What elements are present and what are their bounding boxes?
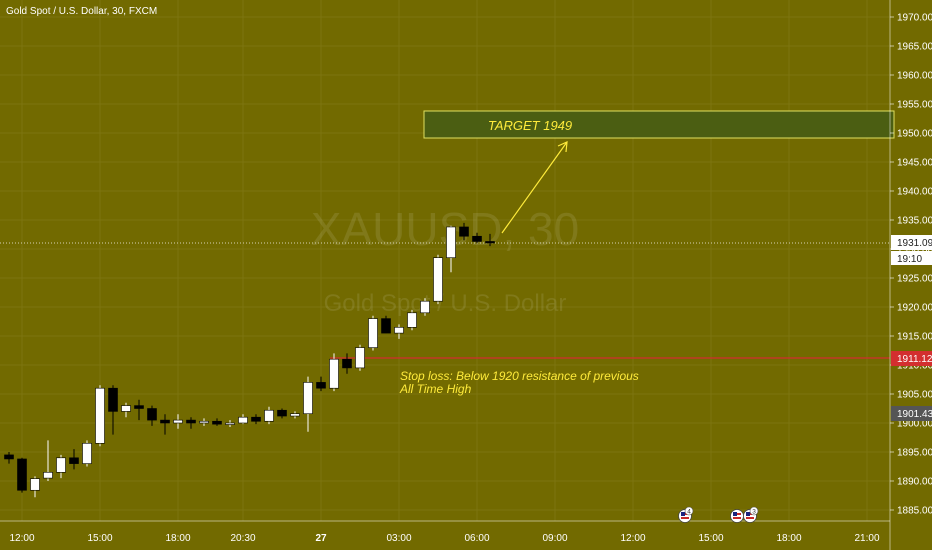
- low-price-tag: 1901.43: [891, 406, 932, 421]
- time-tick-label: 12:00: [620, 533, 645, 544]
- time-axis[interactable]: 12:00 15:00 18:00 20:30 27 03:00 06:00 09:00 12:…: [9, 533, 879, 544]
- price-tick-label: 1960.00: [897, 71, 932, 82]
- candle: [472, 232, 482, 244]
- price-tick-label: 1905.00: [897, 390, 932, 401]
- candle: [303, 376, 313, 432]
- candle: [316, 376, 326, 392]
- time-tick-label: 09:00: [542, 533, 567, 544]
- grid-lines: [0, 0, 890, 521]
- price-tick-label: 1895.00: [897, 448, 932, 459]
- candle: [238, 414, 248, 425]
- candle: [186, 417, 196, 429]
- candle: [277, 408, 287, 419]
- time-tick-label: 18:00: [776, 533, 801, 544]
- candle: [134, 399, 144, 421]
- candle: [225, 420, 235, 428]
- candle: [355, 344, 365, 371]
- time-tick-label: 12:00: [9, 533, 34, 544]
- target-zone[interactable]: [423, 110, 895, 139]
- svg-text:19:10: 19:10: [897, 254, 922, 265]
- price-tick-label: 1950.00: [897, 129, 932, 140]
- price-tick-label: 1900.00: [897, 419, 932, 430]
- target-arrow[interactable]: [501, 141, 568, 234]
- candle: [43, 440, 53, 481]
- candle: [108, 385, 118, 435]
- price-tick-label: 1925.00: [897, 274, 932, 285]
- price-tick-label: 1940.00: [897, 187, 932, 198]
- candle: [56, 454, 66, 479]
- us-flag-icon[interactable]: [730, 509, 744, 523]
- event-count-badge: 3: [749, 506, 759, 516]
- price-tick-label: 1915.00: [897, 332, 932, 343]
- candle: [251, 414, 261, 425]
- svg-text:1911.12: 1911.12: [897, 354, 932, 365]
- target-label: TARGET 1949: [488, 118, 572, 133]
- candle: [82, 440, 92, 467]
- candle: [459, 222, 469, 241]
- candle: [160, 414, 170, 435]
- time-tick-label: 20:30: [230, 533, 255, 544]
- last-price-tag: 1931.09: [891, 235, 932, 250]
- time-tick-label: 27: [315, 533, 327, 544]
- time-tick-label: 06:00: [464, 533, 489, 544]
- candle: [446, 225, 456, 273]
- event-count-badge: 4: [684, 506, 694, 516]
- candle: [394, 324, 404, 339]
- candle: [30, 476, 40, 498]
- candle: [381, 315, 391, 334]
- stop-price-tag: 1911.12: [891, 351, 932, 366]
- candle: [290, 411, 300, 419]
- time-tick-label: 03:00: [386, 533, 411, 544]
- watermark-name: Gold Spot / U.S. Dollar: [324, 290, 567, 317]
- time-tick-label: 15:00: [698, 533, 723, 544]
- candle: [121, 402, 131, 418]
- svg-text:3: 3: [752, 509, 756, 516]
- candle: [433, 254, 443, 305]
- price-tick-label: 1970.00: [897, 13, 932, 24]
- time-tick-label: 18:00: [165, 533, 190, 544]
- candle: [212, 418, 222, 426]
- price-tick-label: 1885.00: [897, 506, 932, 517]
- candle: [4, 452, 14, 464]
- time-tick-label: 21:00: [854, 533, 879, 544]
- symbol-title: Gold Spot / U.S. Dollar, 30, FXCM: [6, 6, 157, 17]
- candle: [69, 449, 79, 470]
- price-tick-label: 1945.00: [897, 158, 932, 169]
- price-tick-label: 1955.00: [897, 100, 932, 111]
- candles: [4, 222, 495, 498]
- svg-text:1901.43: 1901.43: [897, 409, 932, 420]
- candle: [485, 233, 495, 247]
- price-tick-label: 1890.00: [897, 477, 932, 488]
- candle: [407, 309, 417, 331]
- candle: [199, 418, 209, 426]
- svg-text:1931.09: 1931.09: [897, 238, 932, 249]
- candle: [329, 353, 339, 392]
- price-tick-label: 1920.00: [897, 303, 932, 314]
- price-tick-label: 1965.00: [897, 42, 932, 53]
- stop-loss-text-line2: All Time High: [399, 382, 472, 396]
- watermark-ticker: XAUUSD, 30: [311, 203, 579, 255]
- candle: [264, 406, 274, 425]
- candle: [173, 414, 183, 429]
- price-tick-label: 1935.00: [897, 216, 932, 227]
- countdown-tag: 19:10: [891, 251, 932, 265]
- svg-text:4: 4: [687, 509, 691, 516]
- stop-loss-text-line1: Stop loss: Below 1920 resistance of prev…: [400, 369, 639, 383]
- candle: [147, 405, 157, 426]
- candle: [420, 298, 430, 316]
- candle: [368, 315, 378, 351]
- time-tick-label: 15:00: [87, 533, 112, 544]
- candle: [17, 457, 27, 493]
- candle: [342, 353, 352, 374]
- candle: [95, 385, 105, 447]
